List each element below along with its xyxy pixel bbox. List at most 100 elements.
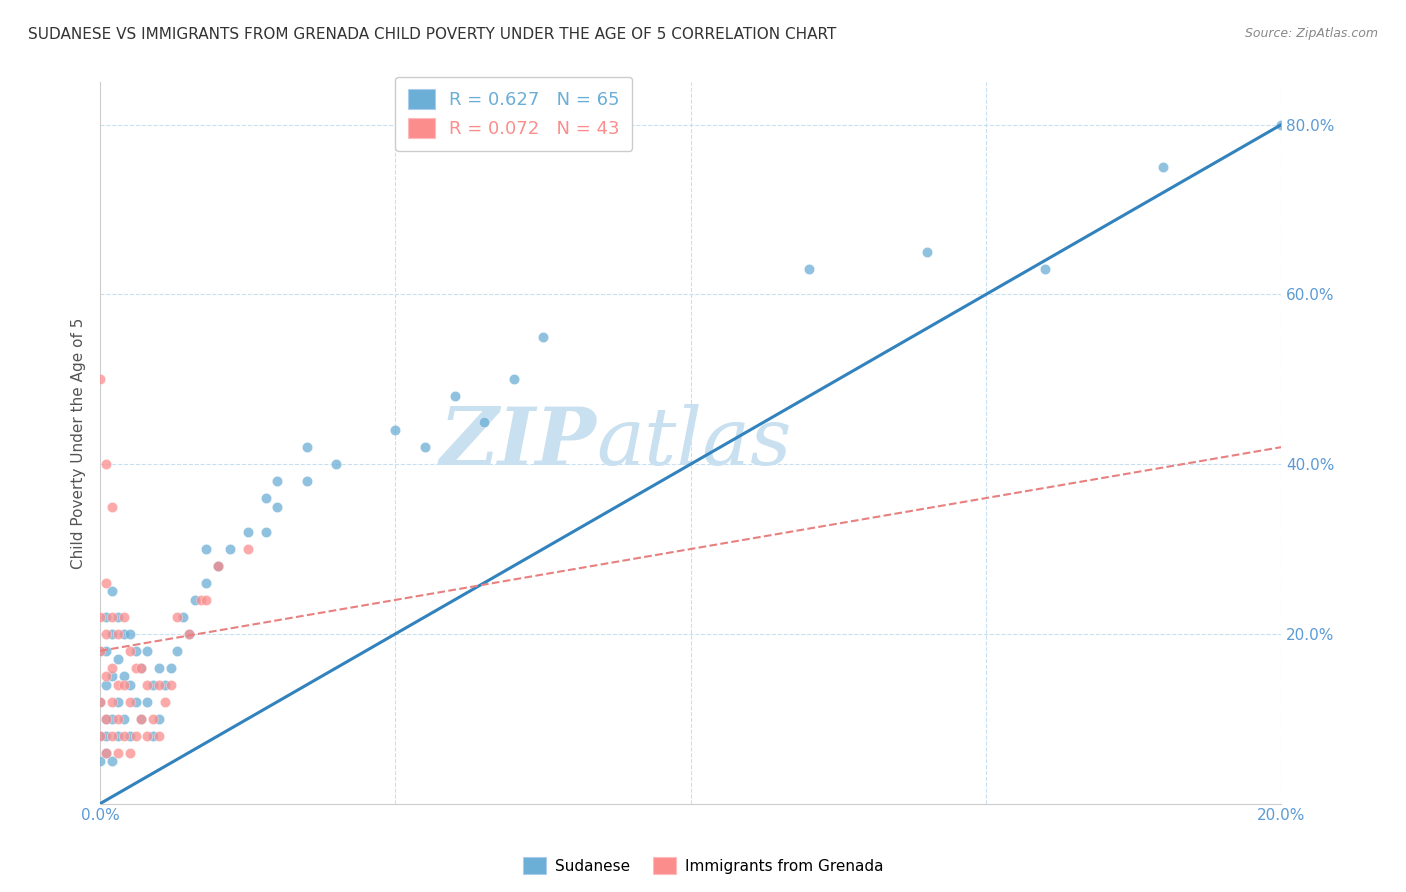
- Point: [124, 695, 146, 709]
- Point: [94, 669, 117, 683]
- Text: ZIP: ZIP: [440, 404, 596, 482]
- Point: [107, 729, 129, 743]
- Point: [148, 712, 170, 726]
- Point: [177, 627, 200, 641]
- Point: [124, 729, 146, 743]
- Point: [413, 440, 436, 454]
- Point: [325, 457, 347, 471]
- Point: [136, 678, 159, 692]
- Point: [118, 678, 141, 692]
- Point: [1033, 261, 1056, 276]
- Point: [142, 712, 165, 726]
- Point: [1152, 160, 1174, 174]
- Point: [94, 746, 117, 760]
- Point: [101, 661, 124, 675]
- Point: [118, 644, 141, 658]
- Point: [142, 729, 165, 743]
- Point: [101, 729, 124, 743]
- Point: [89, 695, 111, 709]
- Point: [94, 746, 117, 760]
- Point: [94, 712, 117, 726]
- Point: [101, 610, 124, 624]
- Point: [266, 500, 288, 514]
- Point: [797, 261, 820, 276]
- Point: [89, 610, 111, 624]
- Point: [94, 627, 117, 641]
- Point: [118, 746, 141, 760]
- Point: [207, 558, 229, 573]
- Point: [148, 678, 170, 692]
- Point: [207, 558, 229, 573]
- Point: [153, 678, 176, 692]
- Point: [94, 457, 117, 471]
- Point: [195, 576, 218, 591]
- Point: [236, 541, 259, 556]
- Point: [107, 712, 129, 726]
- Point: [89, 729, 111, 743]
- Point: [89, 754, 111, 768]
- Point: [89, 695, 111, 709]
- Point: [101, 754, 124, 768]
- Point: [107, 695, 129, 709]
- Point: [107, 610, 129, 624]
- Point: [153, 695, 176, 709]
- Point: [118, 695, 141, 709]
- Point: [384, 423, 406, 437]
- Point: [266, 474, 288, 488]
- Point: [166, 610, 188, 624]
- Point: [195, 593, 218, 607]
- Point: [94, 644, 117, 658]
- Point: [112, 610, 135, 624]
- Point: [254, 524, 277, 539]
- Point: [107, 746, 129, 760]
- Point: [89, 644, 111, 658]
- Point: [472, 415, 495, 429]
- Point: [142, 678, 165, 692]
- Point: [112, 729, 135, 743]
- Point: [89, 372, 111, 386]
- Point: [172, 610, 194, 624]
- Point: [190, 593, 212, 607]
- Point: [531, 330, 554, 344]
- Point: [107, 627, 129, 641]
- Point: [107, 652, 129, 666]
- Point: [148, 661, 170, 675]
- Point: [112, 669, 135, 683]
- Point: [94, 610, 117, 624]
- Text: SUDANESE VS IMMIGRANTS FROM GRENADA CHILD POVERTY UNDER THE AGE OF 5 CORRELATION: SUDANESE VS IMMIGRANTS FROM GRENADA CHIL…: [28, 27, 837, 42]
- Point: [112, 712, 135, 726]
- Point: [131, 712, 153, 726]
- Point: [94, 576, 117, 591]
- Point: [136, 695, 159, 709]
- Point: [254, 491, 277, 505]
- Point: [94, 712, 117, 726]
- Legend: Sudanese, Immigrants from Grenada: Sudanese, Immigrants from Grenada: [516, 851, 890, 880]
- Point: [118, 627, 141, 641]
- Legend: R = 0.627   N = 65, R = 0.072   N = 43: R = 0.627 N = 65, R = 0.072 N = 43: [395, 77, 633, 151]
- Point: [124, 661, 146, 675]
- Point: [101, 627, 124, 641]
- Point: [94, 729, 117, 743]
- Point: [177, 627, 200, 641]
- Point: [1270, 118, 1292, 132]
- Y-axis label: Child Poverty Under the Age of 5: Child Poverty Under the Age of 5: [72, 318, 86, 568]
- Point: [131, 712, 153, 726]
- Text: atlas: atlas: [596, 404, 792, 482]
- Point: [101, 695, 124, 709]
- Point: [160, 678, 183, 692]
- Point: [136, 644, 159, 658]
- Point: [89, 644, 111, 658]
- Point: [236, 524, 259, 539]
- Point: [295, 474, 318, 488]
- Point: [295, 440, 318, 454]
- Point: [160, 661, 183, 675]
- Point: [118, 729, 141, 743]
- Point: [101, 712, 124, 726]
- Point: [166, 644, 188, 658]
- Point: [112, 627, 135, 641]
- Point: [131, 661, 153, 675]
- Point: [148, 729, 170, 743]
- Point: [124, 644, 146, 658]
- Text: Source: ZipAtlas.com: Source: ZipAtlas.com: [1244, 27, 1378, 40]
- Point: [101, 669, 124, 683]
